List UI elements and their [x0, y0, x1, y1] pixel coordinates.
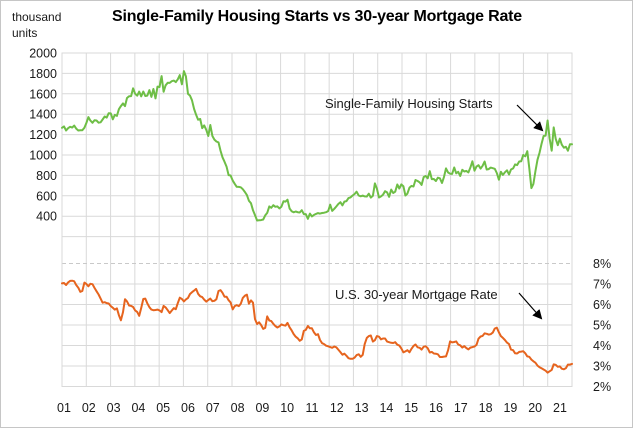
- mortgage-rate-line: [61, 279, 573, 374]
- x-tick-label: 07: [206, 401, 220, 415]
- x-tick-label: 12: [330, 401, 344, 415]
- x-tick-label: 01: [57, 401, 71, 415]
- left-axis-unit-line1: thousand: [12, 10, 62, 24]
- y-left-tick-label: 600: [36, 189, 57, 203]
- x-tick-label: 09: [255, 401, 269, 415]
- x-tick-label: 15: [404, 401, 418, 415]
- mortgage-rate-arrow: [518, 292, 543, 320]
- y-left-tick-label: 2000: [29, 47, 57, 61]
- y-left-tick-label: 1400: [29, 108, 57, 122]
- left-axis-unit-label: thousand units: [12, 10, 61, 41]
- mortgage-rate-annotation: U.S. 30-year Mortgage Rate: [335, 287, 498, 302]
- y-right-tick-label: 3%: [593, 360, 611, 374]
- plot-border: [61, 52, 573, 387]
- y-right-tick-label: 5%: [593, 319, 611, 333]
- y-right-tick-label: 4%: [593, 339, 611, 353]
- housing-starts-line: [61, 70, 573, 222]
- y-right-tick-label: 7%: [593, 278, 611, 292]
- x-tick-label: 03: [107, 401, 121, 415]
- left-axis-unit-line2: units: [12, 25, 38, 40]
- x-tick-label: 05: [156, 401, 170, 415]
- y-left-tick-label: 1200: [29, 128, 57, 142]
- housing-starts-arrow: [516, 104, 544, 132]
- x-tick-label: 02: [82, 401, 96, 415]
- x-tick-label: 10: [280, 401, 294, 415]
- chart-title: Single-Family Housing Starts vs 30-year …: [112, 8, 522, 25]
- x-tick-label: 17: [454, 401, 468, 415]
- x-tick-label: 11: [306, 401, 319, 415]
- x-tick-label: 21: [553, 401, 567, 415]
- x-tick-label: 04: [131, 401, 145, 415]
- housing-starts-annotation: Single-Family Housing Starts: [325, 96, 493, 111]
- x-tick-label: 14: [379, 401, 393, 415]
- y-right-tick-label: 8%: [593, 257, 611, 271]
- y-left-tick-label: 400: [36, 210, 57, 224]
- x-tick-label: 08: [231, 401, 245, 415]
- y-left-tick-label: 1000: [29, 149, 57, 163]
- x-tick-label: 20: [528, 401, 542, 415]
- y-left-tick-label: 800: [36, 169, 57, 183]
- y-left-tick-label: 1800: [29, 67, 57, 81]
- y-left-tick-label: 1600: [29, 87, 57, 101]
- y-right-tick-label: 6%: [593, 298, 611, 312]
- x-tick-label: 06: [181, 401, 195, 415]
- x-tick-label: 16: [429, 401, 443, 415]
- x-tick-label: 18: [479, 401, 493, 415]
- x-tick-label: 13: [355, 401, 369, 415]
- x-tick-label: 19: [503, 401, 517, 415]
- y-right-tick-label: 2%: [593, 380, 611, 394]
